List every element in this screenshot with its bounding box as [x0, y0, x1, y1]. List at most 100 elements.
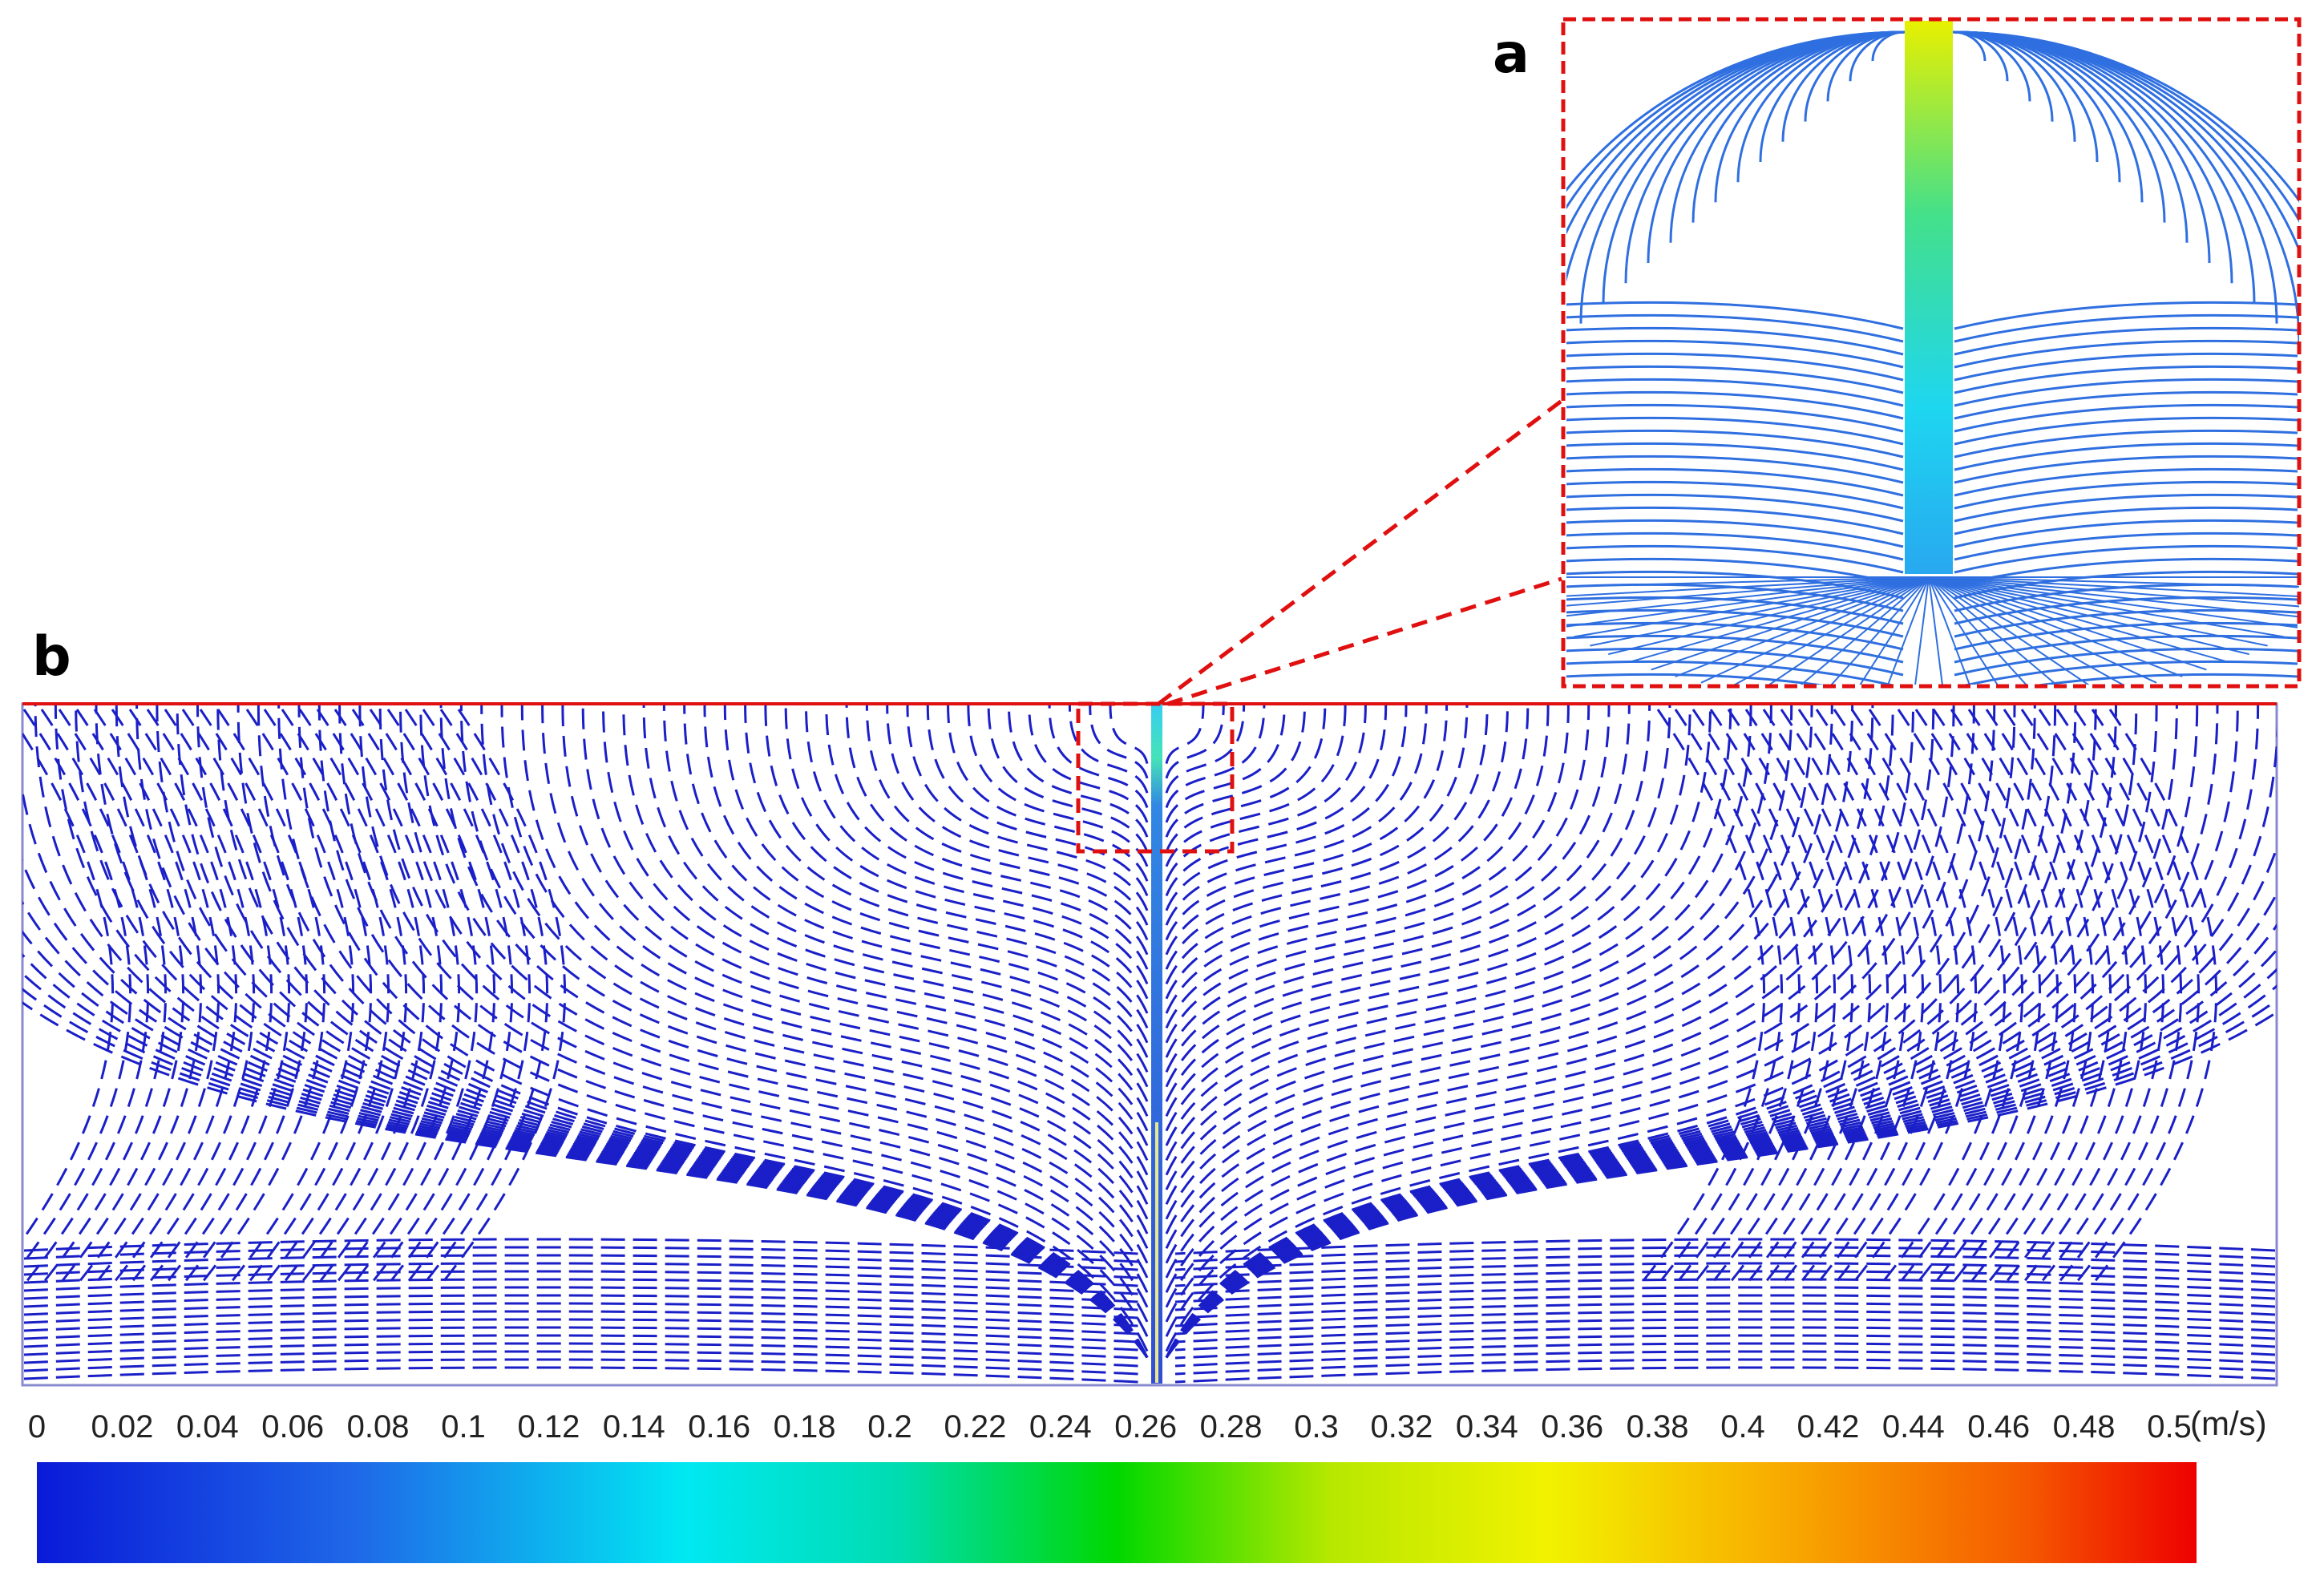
streamline [23, 1366, 1139, 1384]
streamline [1928, 576, 2299, 608]
streamline [1566, 326, 1904, 356]
streamline [1852, 709, 1978, 1283]
streamline [22, 709, 132, 1267]
streamline [1928, 576, 2058, 685]
streamline [1817, 709, 1942, 1283]
streamline [1165, 705, 1874, 1249]
streamline [1969, 709, 2095, 1283]
colorbar-tick-label: 0.12 [517, 1409, 580, 1445]
streamline [1174, 1350, 2276, 1368]
streamline [1566, 365, 1904, 394]
streamline [1658, 709, 1784, 1283]
streamline [1174, 1254, 2276, 1271]
streamline [561, 705, 1149, 1161]
streamline [2004, 709, 2130, 1283]
streamline [886, 705, 1149, 926]
colorbar-tick-label: 0.1 [441, 1409, 486, 1445]
streamline [1068, 705, 1149, 794]
streamline [1928, 576, 2124, 685]
streamline [703, 705, 1149, 1058]
streamline [1954, 467, 2298, 497]
streamline [1174, 1262, 2276, 1279]
streamline [1764, 709, 1890, 1283]
streamline [1566, 519, 1904, 548]
streamline [1165, 705, 1732, 1146]
streamline [1165, 705, 1752, 1161]
streamline [1174, 1366, 2276, 1384]
streamline [112, 709, 238, 1283]
colorbar-tick-label: 0.28 [1199, 1409, 1263, 1445]
streamline [23, 1294, 1139, 1311]
streamline [1165, 705, 1225, 779]
streamline [1174, 1358, 2276, 1376]
streamline [1952, 30, 2299, 204]
streamline [423, 709, 549, 1283]
streamline [784, 705, 1149, 1000]
streamline [1165, 705, 1428, 926]
streamline [1165, 891, 2277, 1359]
streamline [1165, 705, 1854, 1235]
streamline [1590, 576, 1930, 647]
streamline [1566, 455, 1904, 484]
streamline [1566, 576, 1930, 617]
streamline [1675, 709, 1801, 1283]
streamline [602, 705, 1149, 1132]
colorbar-tick-label: 0.08 [346, 1409, 410, 1445]
streamline [1566, 506, 1904, 535]
streamline [2039, 709, 2165, 1283]
streamline [1165, 705, 1793, 1190]
streamline [24, 709, 150, 1283]
streamline [1165, 705, 1266, 808]
streamline [683, 705, 1149, 1073]
zoom-region-box [1076, 701, 1235, 854]
streamline [1566, 531, 1904, 561]
streamline [1566, 301, 1904, 330]
streamline [1165, 705, 1631, 1073]
streamline [1165, 705, 1955, 1308]
streamline [1566, 442, 1904, 471]
streamline [1928, 576, 2027, 685]
streamline [1728, 709, 1854, 1283]
streamline [42, 709, 168, 1283]
colorbar-tick-label: 0.06 [261, 1409, 325, 1445]
streamline [1165, 705, 1509, 985]
inset-frame [1561, 17, 2302, 689]
streamline [1165, 705, 1449, 941]
streamline [1165, 705, 1347, 867]
streamline [2035, 673, 2298, 685]
streamline [1165, 705, 1246, 794]
streamline [622, 705, 1149, 1117]
streamline [183, 709, 309, 1283]
streamline [1165, 705, 1894, 1264]
streamline [1954, 339, 2298, 369]
streamline [581, 705, 1149, 1146]
streamline [23, 1278, 1139, 1295]
streamline [1165, 705, 1205, 764]
colorbar-tick-label: 0.02 [91, 1409, 154, 1445]
colorbar-tick-label: 0.5 [2147, 1409, 2192, 1445]
streamline [1928, 576, 2157, 684]
streamline [926, 705, 1149, 897]
streamline [419, 705, 1149, 1264]
streamline [297, 705, 1149, 1352]
colorbar-tick-label: 0.04 [176, 1409, 239, 1445]
streamline [459, 705, 1149, 1235]
streamline [825, 705, 1149, 970]
streamline [370, 709, 496, 1283]
streamline [1174, 1286, 2276, 1303]
streamline [1165, 705, 2260, 1359]
streamline [1928, 576, 2299, 618]
streamline [1700, 576, 1930, 684]
streamline [1165, 705, 1367, 882]
streamline [1928, 576, 2207, 671]
streamline [1174, 1318, 2276, 1336]
streamline [1566, 467, 1904, 497]
streamline [1109, 705, 1149, 764]
streamline [541, 705, 1149, 1176]
streamline [1928, 576, 1970, 685]
streamline [1174, 1238, 2276, 1255]
streamline [1830, 576, 1930, 685]
streamline [1711, 709, 1837, 1283]
streamline [1174, 1270, 2276, 1287]
streamline [23, 1262, 1139, 1279]
